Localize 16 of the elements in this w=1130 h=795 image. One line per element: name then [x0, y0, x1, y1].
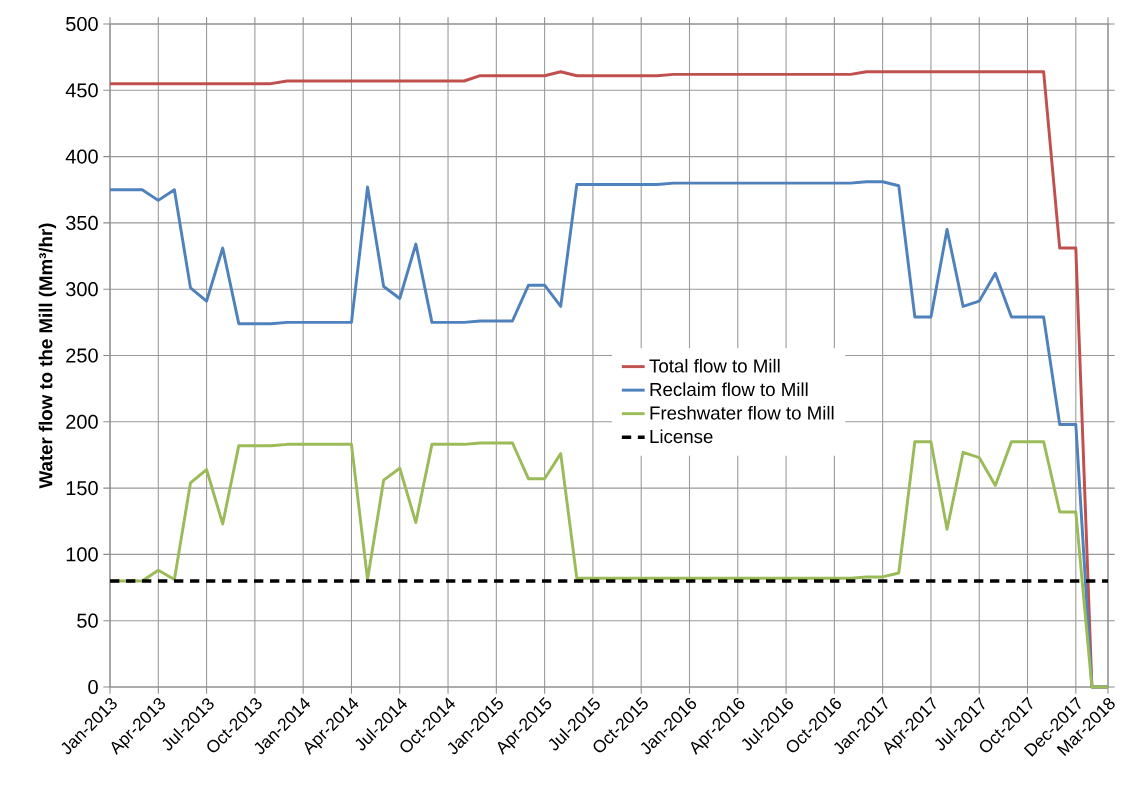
y-tick-label: 200: [66, 414, 98, 429]
y-tick-label: 350: [66, 215, 98, 230]
y-tick-label: 250: [66, 348, 98, 363]
y-tick-label: 100: [66, 547, 98, 562]
y-tick-label: 50: [77, 613, 98, 628]
legend-label: License: [650, 429, 713, 444]
y-tick-label: 150: [66, 481, 98, 496]
y-tick-label: 400: [65, 149, 98, 164]
y-tick-label: 500: [66, 16, 98, 32]
legend-label: Total flow to Mill: [649, 358, 780, 373]
y-tick-label: 450: [65, 83, 98, 98]
y-tick-label: 0: [88, 679, 98, 695]
legend-label: Reclaim flow to Mill: [650, 382, 808, 397]
y-axis-title: Water flow to the Mill (Mm³/hr): [38, 223, 57, 489]
y-tick-label: 300: [66, 282, 98, 297]
legend-label: Freshwater flow to Mill: [650, 405, 834, 420]
